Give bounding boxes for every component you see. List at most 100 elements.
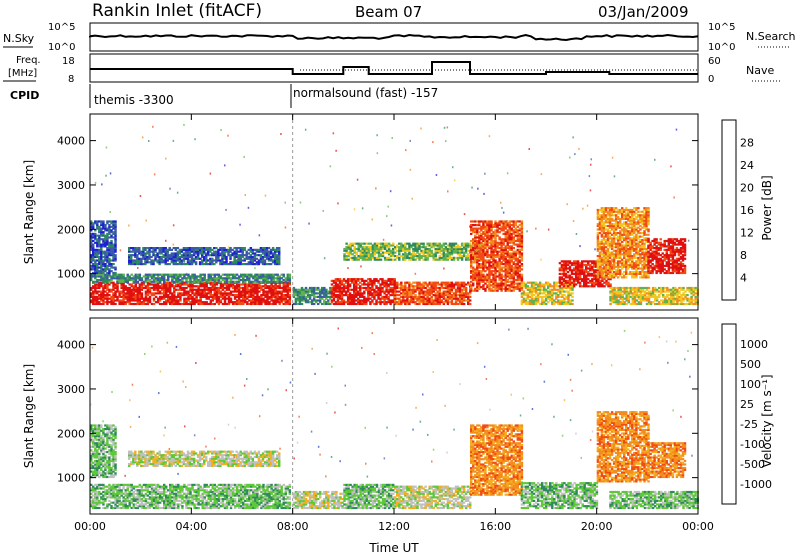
echo-cell: [456, 247, 460, 251]
echo-cell: [154, 280, 158, 283]
echo-cell: [116, 290, 119, 293]
echo-cell: [191, 301, 194, 304]
echo-cell: [142, 263, 145, 266]
echo-cell: [102, 259, 105, 262]
echo-cell: [112, 245, 115, 248]
echo-cell: [227, 248, 230, 251]
echo-cell: [492, 232, 495, 235]
echo-cell: [264, 299, 267, 302]
echo-cell: [90, 255, 93, 259]
echo-cell: [432, 242, 435, 245]
echo-cell: [102, 245, 105, 248]
echo-cell: [201, 288, 204, 291]
nave-tick-high: 60: [708, 56, 721, 67]
echo-cell: [134, 294, 138, 297]
echo-cell: [494, 263, 497, 266]
scatter-echo: [590, 163, 592, 166]
echo-cell: [140, 292, 144, 295]
echo-cell: [332, 302, 336, 306]
echo-cell: [231, 254, 234, 257]
echo-cell: [102, 277, 105, 280]
echo-cell: [221, 285, 225, 288]
echo-cell: [239, 254, 242, 257]
echo-cell: [181, 288, 184, 291]
echo-cell: [408, 247, 411, 251]
echo-cell: [460, 244, 464, 247]
echo-cell: [486, 252, 489, 255]
echo-cell: [148, 295, 152, 298]
echo-cell: [114, 236, 117, 239]
echo-cell: [385, 302, 388, 306]
echo-cell: [490, 248, 493, 251]
echo-cell: [148, 255, 151, 259]
echo-cell: [209, 299, 213, 302]
echo-cell: [203, 263, 206, 266]
echo-cell: [267, 263, 271, 266]
echo-cell: [154, 254, 157, 257]
echo-cell: [221, 250, 224, 253]
echo-cell: [460, 255, 464, 258]
echo-cell: [404, 251, 407, 254]
echo-cell: [486, 243, 489, 246]
echo-cell: [237, 263, 240, 266]
echo-cell: [506, 263, 509, 266]
echo-cell: [500, 279, 503, 282]
echo-cell: [476, 280, 479, 283]
echo-cell: [114, 290, 117, 293]
echo-cell: [252, 302, 255, 306]
echo-cell: [470, 275, 473, 278]
echo-cell: [396, 286, 399, 290]
echo-cell: [158, 277, 162, 280]
echo-cell: [163, 279, 166, 282]
echo-cell: [197, 279, 200, 282]
echo-cell: [332, 288, 336, 291]
echo-cell: [398, 297, 401, 300]
echo-cell: [410, 283, 413, 286]
echo-cell: [470, 271, 473, 275]
echo-cell: [261, 248, 265, 251]
echo-cell: [424, 297, 427, 300]
echo-cell: [480, 245, 483, 248]
echo-cell: [304, 290, 308, 293]
echo-cell: [264, 283, 267, 286]
echo-cell: [255, 248, 259, 251]
echo-cell: [308, 294, 312, 297]
echo-cell: [266, 301, 269, 304]
echo-cell: [270, 279, 273, 282]
echo-cell: [488, 222, 491, 225]
echo-cell: [345, 255, 348, 258]
echo-cell: [398, 247, 401, 251]
echo-cell: [106, 271, 109, 275]
echo-cell: [392, 253, 395, 256]
echo-cell: [398, 302, 401, 306]
echo-cell: [126, 275, 129, 278]
echo-cell: [130, 247, 133, 250]
echo-cell: [512, 273, 516, 276]
echo-cell: [241, 248, 244, 251]
echo-cell: [446, 283, 450, 286]
echo-cell: [480, 229, 483, 232]
echo-cell: [185, 290, 188, 293]
echo-cell: [128, 297, 131, 300]
echo-cell: [215, 257, 218, 260]
echo-cell: [213, 247, 216, 250]
echo-cell: [174, 261, 178, 264]
echo-cell: [268, 280, 271, 283]
echo-cell: [389, 286, 392, 290]
echo-cell: [377, 286, 380, 290]
echo-cell: [414, 285, 417, 288]
echo-cell: [163, 302, 166, 306]
echo-cell: [512, 282, 516, 285]
echo-cell: [215, 277, 219, 280]
echo-cell: [342, 290, 346, 293]
echo-cell: [504, 255, 507, 259]
echo-cell: [478, 286, 481, 289]
echo-cell: [486, 248, 489, 251]
echo-cell: [108, 263, 111, 266]
echo-cell: [363, 251, 367, 254]
echo-cell: [426, 297, 429, 300]
echo-cell: [273, 259, 277, 262]
echo-cell: [104, 234, 107, 237]
echo-cell: [144, 247, 147, 250]
echo-cell: [112, 254, 115, 257]
